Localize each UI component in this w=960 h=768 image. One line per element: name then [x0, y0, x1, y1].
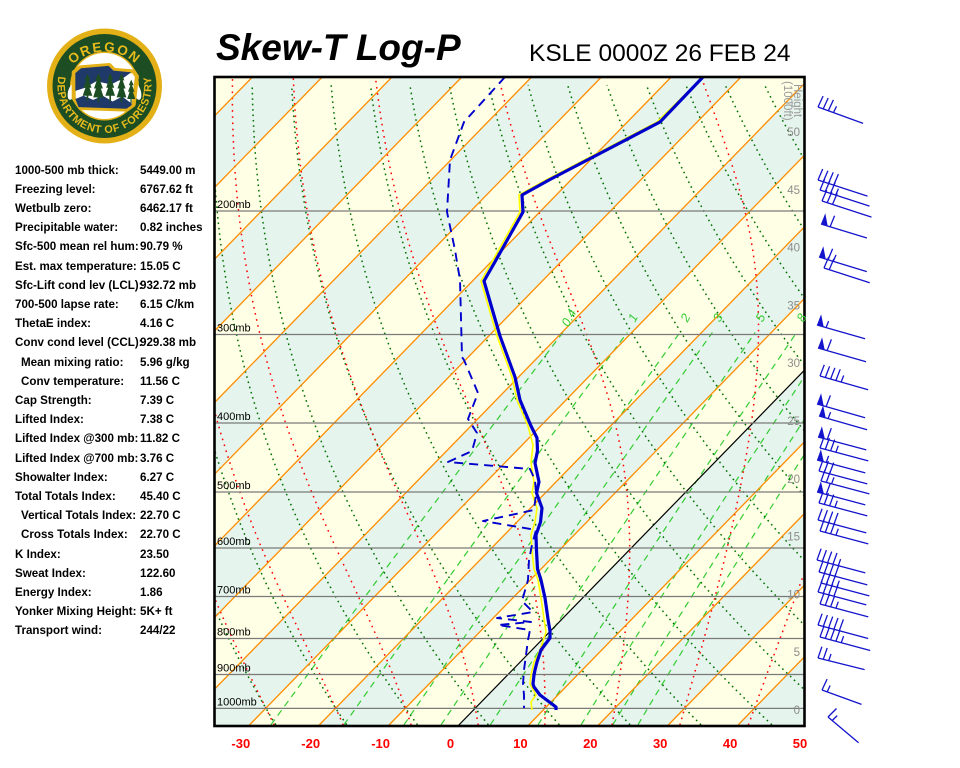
- svg-text:15: 15: [787, 532, 800, 544]
- svg-text:5: 5: [794, 647, 800, 659]
- svg-text:500mb: 500mb: [217, 480, 251, 492]
- svg-text:Height: Height: [791, 84, 803, 118]
- svg-text:45: 45: [787, 185, 800, 197]
- svg-text:900mb: 900mb: [217, 663, 251, 675]
- svg-text:(1000ft): (1000ft): [781, 81, 793, 121]
- svg-text:40: 40: [787, 243, 800, 255]
- svg-text:20: 20: [787, 474, 800, 486]
- svg-text:50: 50: [793, 736, 807, 751]
- svg-text:200mb: 200mb: [217, 199, 251, 211]
- svg-text:0: 0: [447, 736, 454, 751]
- svg-text:1000mb: 1000mb: [217, 696, 257, 708]
- svg-text:20: 20: [583, 736, 597, 751]
- svg-text:10: 10: [513, 736, 527, 751]
- svg-text:25: 25: [787, 416, 800, 428]
- svg-text:-30: -30: [231, 736, 250, 751]
- svg-text:300mb: 300mb: [217, 323, 251, 335]
- svg-text:400mb: 400mb: [217, 411, 251, 423]
- svg-text:-20: -20: [301, 736, 320, 751]
- svg-text:700mb: 700mb: [217, 585, 251, 597]
- svg-text:30: 30: [787, 358, 800, 370]
- svg-text:50: 50: [787, 127, 800, 139]
- svg-text:-10: -10: [371, 736, 390, 751]
- svg-text:0: 0: [794, 705, 800, 717]
- svg-text:35: 35: [787, 300, 800, 312]
- svg-text:600mb: 600mb: [217, 536, 251, 548]
- svg-text:30: 30: [653, 736, 667, 751]
- svg-text:40: 40: [723, 736, 737, 751]
- svg-text:10: 10: [787, 589, 800, 601]
- svg-text:800mb: 800mb: [217, 627, 251, 639]
